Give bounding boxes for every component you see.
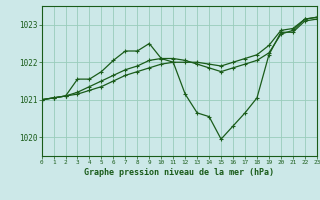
X-axis label: Graphe pression niveau de la mer (hPa): Graphe pression niveau de la mer (hPa) xyxy=(84,168,274,177)
